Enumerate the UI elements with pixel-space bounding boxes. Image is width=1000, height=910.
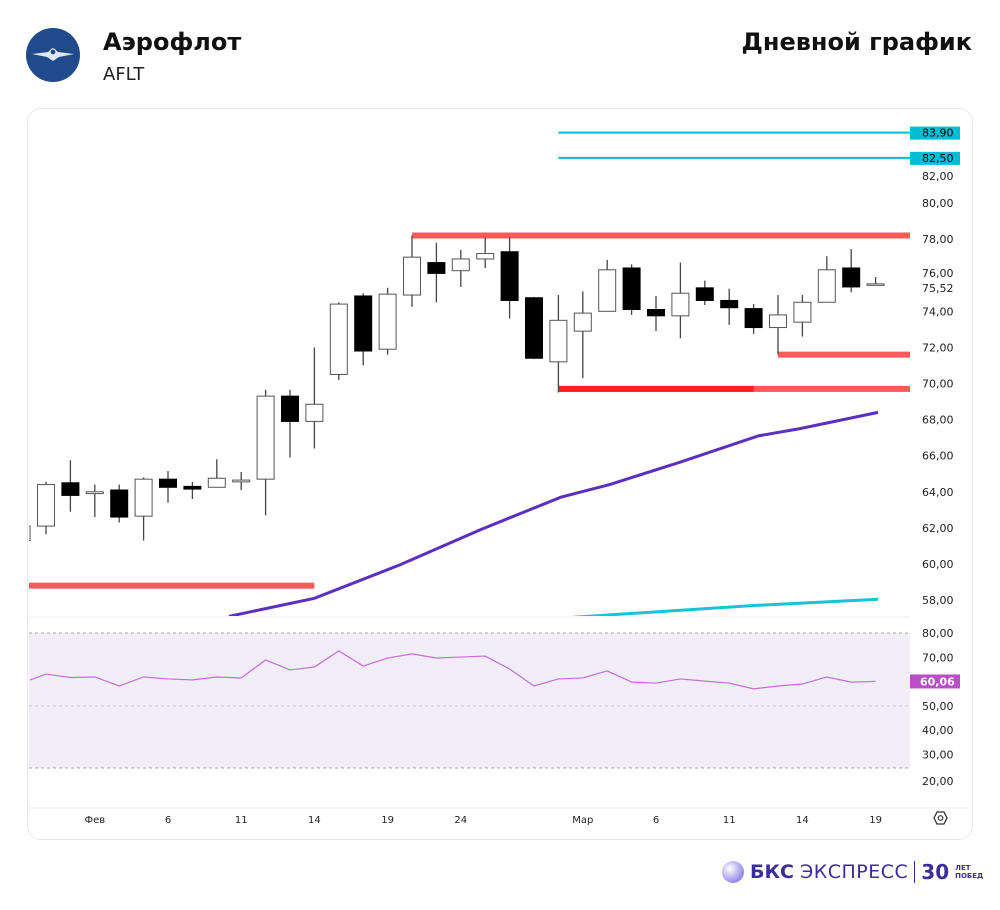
price-tick-label: 68,00 (922, 414, 954, 427)
rsi-tick-label: 50,00 (922, 700, 954, 713)
anniversary-line2: ПОБЕД (955, 872, 984, 880)
candle-up (549, 319, 568, 363)
price-tick-label: 76,00 (922, 267, 954, 280)
date-tick-label: 24 (454, 815, 467, 826)
rsi-band (29, 633, 910, 768)
rsi-value-label: 60,06 (920, 675, 955, 688)
moving-average-short-line (570, 597, 879, 616)
date-tick-label: 14 (796, 815, 809, 826)
support-level-dark-segment (558, 385, 754, 392)
candle-down (427, 262, 446, 274)
target-price-badge (910, 151, 960, 165)
brand-bold: БКС (750, 861, 794, 883)
bks-express-logo: БКС ЭКСПРЕСС 30 ЛЕТ ПОБЕД (722, 858, 983, 886)
candle-up (232, 479, 251, 483)
candle-down (695, 287, 714, 301)
chart-type-title: Дневной график (741, 28, 973, 56)
rsi-tick-label: 80,00 (922, 627, 954, 640)
candle-up (671, 292, 690, 317)
candle-down (842, 267, 861, 288)
price-tick-label: 58,00 (922, 594, 954, 607)
anniversary-line1: ЛЕТ (955, 864, 971, 872)
candle-down (744, 308, 763, 329)
bks-sphere-icon (722, 861, 744, 883)
price-tick-label: 80,00 (922, 197, 954, 210)
date-tick-label: 14 (308, 815, 321, 826)
airplane-wings-icon (32, 48, 74, 61)
date-tick-label: 19 (869, 815, 882, 826)
candle-down (622, 267, 641, 310)
candle-up (573, 312, 592, 332)
candle-up (793, 301, 812, 323)
candle-down (500, 251, 519, 301)
candle-down (281, 395, 299, 422)
date-tick-label: 11 (723, 815, 736, 826)
candle-up (378, 293, 397, 350)
date-tick-label: 6 (653, 815, 659, 826)
candle-down (647, 308, 665, 317)
candle-down (61, 482, 80, 496)
candle-up (866, 283, 885, 286)
rsi-tick-label: 70,00 (922, 651, 954, 664)
target-price-label: 82,50 (922, 152, 954, 165)
target-price-badge (910, 126, 960, 140)
candle-up (403, 256, 421, 296)
last-price-label: 75,52 (922, 282, 954, 295)
moving-average-long-line (228, 410, 879, 616)
brand-separator (914, 861, 916, 883)
candle-up (769, 314, 787, 329)
anniversary-number: 30 (921, 860, 950, 884)
candle-down (525, 297, 543, 359)
date-tick-label: Фев (84, 815, 105, 826)
date-tick-label: Мар (572, 815, 593, 826)
settings-icon[interactable] (933, 811, 948, 825)
chart-card (27, 108, 973, 840)
candle-up (256, 395, 275, 480)
date-tick-label: 11 (235, 815, 248, 826)
company-name: Аэрофлот (103, 28, 242, 56)
candle-up (476, 253, 495, 260)
rsi-tick-label: 30,00 (922, 749, 954, 762)
target-price-label: 83,90 (922, 127, 954, 140)
aeroflot-logo (26, 28, 80, 82)
candle-up (817, 269, 836, 303)
rsi-value-badge (910, 674, 960, 689)
candle-up (305, 403, 324, 422)
candle-down (159, 478, 177, 488)
candle-down (110, 489, 129, 518)
candle-up (329, 303, 348, 375)
rsi-tick-label: 40,00 (922, 724, 954, 737)
price-tick-label: 70,00 (922, 378, 954, 391)
brand-regular: ЭКСПРЕСС (799, 861, 909, 883)
candle-down (720, 299, 739, 309)
candle-up (207, 477, 226, 488)
candle-up (598, 269, 617, 312)
candle-up (134, 478, 153, 517)
price-tick-label: 66,00 (922, 450, 954, 463)
price-tick-label: 78,00 (922, 233, 954, 246)
candle-down (183, 485, 202, 490)
rsi-tick-label: 20,00 (922, 775, 954, 788)
support-resistance-level (778, 351, 910, 358)
price-tick-label: 74,00 (922, 305, 954, 318)
candle-up (451, 258, 470, 272)
price-tick-label: 62,00 (922, 522, 954, 535)
price-tick-label: 64,00 (922, 486, 954, 499)
price-tick-label: 72,00 (922, 341, 954, 354)
price-tick-label: 60,00 (922, 558, 954, 571)
support-resistance-level (412, 232, 910, 239)
date-tick-label: 19 (381, 815, 394, 826)
rsi-line (29, 650, 876, 690)
support-resistance-level (29, 582, 315, 589)
candle-up (37, 484, 55, 527)
date-tick-label: 6 (165, 815, 171, 826)
candle-down (354, 295, 373, 352)
candle-up (85, 491, 104, 495)
price-tick-label: 82,00 (922, 170, 954, 183)
candle-up (29, 525, 31, 542)
ticker-symbol: AFLT (103, 64, 145, 85)
